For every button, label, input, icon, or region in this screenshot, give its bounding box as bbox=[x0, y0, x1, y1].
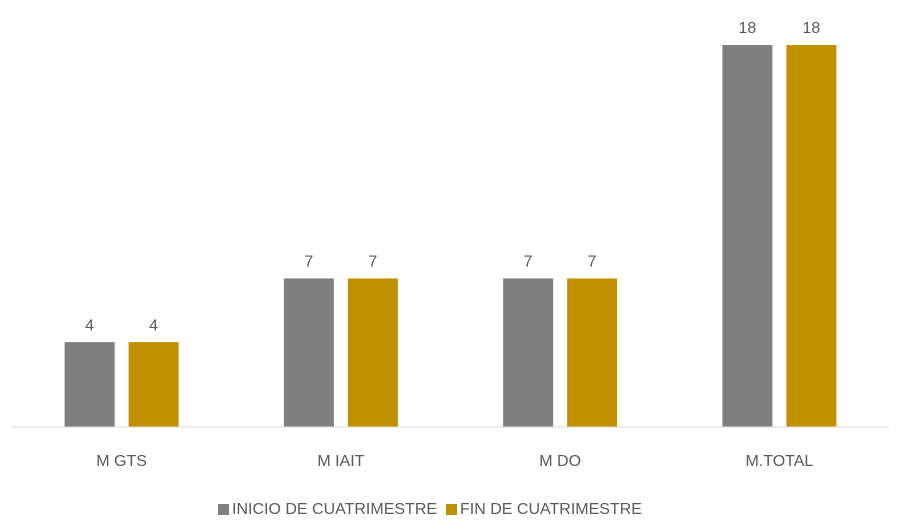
legend-swatch bbox=[218, 504, 229, 515]
x-tick-label: M.TOTAL bbox=[745, 453, 813, 470]
data-label: 4 bbox=[85, 317, 94, 334]
legend-swatch bbox=[446, 504, 457, 515]
data-label: 4 bbox=[149, 317, 158, 334]
bar bbox=[128, 342, 179, 427]
data-label: 18 bbox=[802, 20, 820, 37]
bar bbox=[64, 342, 115, 427]
legend-label: FIN DE CUATRIMESTRE bbox=[460, 501, 642, 518]
data-label: 18 bbox=[738, 20, 756, 37]
bar bbox=[503, 278, 554, 427]
data-label: 7 bbox=[588, 254, 597, 271]
data-label: 7 bbox=[304, 254, 313, 271]
x-tick-label: M IAIT bbox=[317, 453, 364, 470]
data-label: 7 bbox=[368, 254, 377, 271]
legend-label: INICIO DE CUATRIMESTRE bbox=[232, 501, 437, 518]
x-tick-label: M GTS bbox=[96, 453, 147, 470]
bar bbox=[567, 278, 618, 427]
bar bbox=[722, 45, 773, 427]
x-tick-label: M DO bbox=[539, 453, 581, 470]
data-label: 7 bbox=[524, 254, 533, 271]
bar bbox=[283, 278, 334, 427]
bar bbox=[347, 278, 398, 427]
bar bbox=[786, 45, 837, 427]
